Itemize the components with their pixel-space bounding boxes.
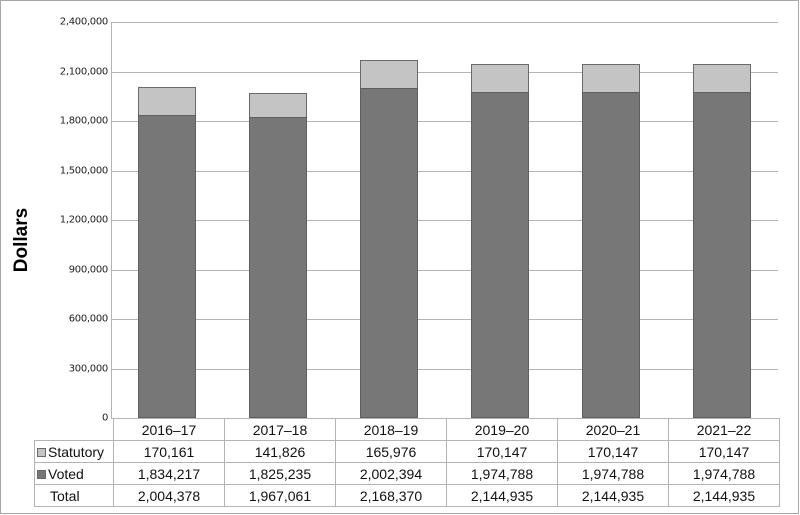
gridline xyxy=(111,220,778,221)
gridline xyxy=(111,270,778,271)
y-tick-label: 2,400,000 xyxy=(59,16,109,28)
table-corner xyxy=(34,418,114,441)
y-tick-label: 1,200,000 xyxy=(59,214,109,226)
bar-segment-voted xyxy=(359,87,418,418)
y-tick-label: 0 xyxy=(101,412,108,424)
bar-2021–22 xyxy=(693,64,752,418)
bar-segment-voted xyxy=(137,115,196,418)
table-cell: 1,974,788 xyxy=(557,462,669,485)
table-cell: 170,147 xyxy=(446,440,558,463)
bar-segment-voted xyxy=(248,116,307,418)
table-cell: 2,144,935 xyxy=(668,484,780,507)
bar-2019–20 xyxy=(471,64,530,418)
bar-2020–21 xyxy=(582,64,641,418)
bar-segment-voted xyxy=(582,92,641,418)
table-cell: 165,976 xyxy=(335,440,447,463)
y-tick-label: 1,800,000 xyxy=(59,115,109,127)
total-label: Total xyxy=(34,484,114,507)
category-label: 2021–22 xyxy=(668,418,780,441)
table-cell: 1,967,061 xyxy=(224,484,336,507)
bar-segment-statutory xyxy=(137,87,196,117)
data-table: 2016–17 2017–18 2018–19 2019–20 2020–21 … xyxy=(34,418,780,507)
y-axis-line xyxy=(111,22,112,418)
legend-label: Statutory xyxy=(48,443,105,460)
y-tick-label: 300,000 xyxy=(68,363,109,374)
bar-segment-voted xyxy=(471,92,530,418)
table-cell: 2,004,378 xyxy=(113,484,225,507)
legend-label: Voted xyxy=(48,465,84,482)
category-label: 2019–20 xyxy=(446,418,558,441)
y-tick-label: 2,100,000 xyxy=(59,66,109,77)
legend-statutory: Statutory xyxy=(34,440,114,463)
y-axis-label: Dollars xyxy=(11,207,32,273)
gridline xyxy=(111,319,778,320)
table-cell: 2,144,935 xyxy=(446,484,558,507)
table-cell: 2,144,935 xyxy=(557,484,669,507)
y-tick-label: 1,500,000 xyxy=(59,165,109,176)
table-cell: 1,825,235 xyxy=(224,462,336,485)
bar-2018–19 xyxy=(359,60,418,418)
table-cell: 1,974,788 xyxy=(668,462,780,485)
bar-segment-statutory xyxy=(248,93,307,118)
gridline xyxy=(111,369,778,370)
category-label: 2016–17 xyxy=(113,418,225,441)
bar-segment-statutory xyxy=(471,64,530,94)
gridline xyxy=(111,72,778,73)
legend-swatch-icon xyxy=(37,447,46,457)
y-tick-label: 900,000 xyxy=(68,264,109,275)
bar-segment-statutory xyxy=(693,64,752,94)
bar-2016–17 xyxy=(137,87,196,418)
gridline xyxy=(111,22,778,23)
table-cell: 170,161 xyxy=(113,440,225,463)
category-label: 2017–18 xyxy=(224,418,336,441)
category-label: 2020–21 xyxy=(557,418,669,441)
bar-segment-voted xyxy=(693,92,752,418)
y-tick-label: 600,000 xyxy=(68,313,109,325)
bar-2017–18 xyxy=(248,93,307,418)
table-cell: 2,168,370 xyxy=(335,484,447,507)
category-label: 2018–19 xyxy=(335,418,447,441)
table-cell: 1,834,217 xyxy=(113,462,225,485)
table-row-voted: Voted 1,834,217 1,825,235 2,002,394 1,97… xyxy=(34,462,780,485)
bar-segment-statutory xyxy=(359,60,418,89)
table-cell: 170,147 xyxy=(557,440,669,463)
table-cell: 2,002,394 xyxy=(335,462,447,485)
gridline xyxy=(111,171,778,172)
table-cell: 1,974,788 xyxy=(446,462,558,485)
table-header-row: 2016–17 2017–18 2018–19 2019–20 2020–21 … xyxy=(34,418,780,441)
table-cell: 170,147 xyxy=(668,440,780,463)
table-cell: 141,826 xyxy=(224,440,336,463)
table-row-statutory: Statutory 170,161 141,826 165,976 170,14… xyxy=(34,440,780,463)
legend-voted: Voted xyxy=(34,462,114,485)
bar-segment-statutory xyxy=(582,64,641,94)
gridline xyxy=(111,121,778,122)
table-row-total: Total 2,004,378 1,967,061 2,168,370 2,14… xyxy=(34,484,780,507)
legend-swatch-icon xyxy=(37,469,46,479)
